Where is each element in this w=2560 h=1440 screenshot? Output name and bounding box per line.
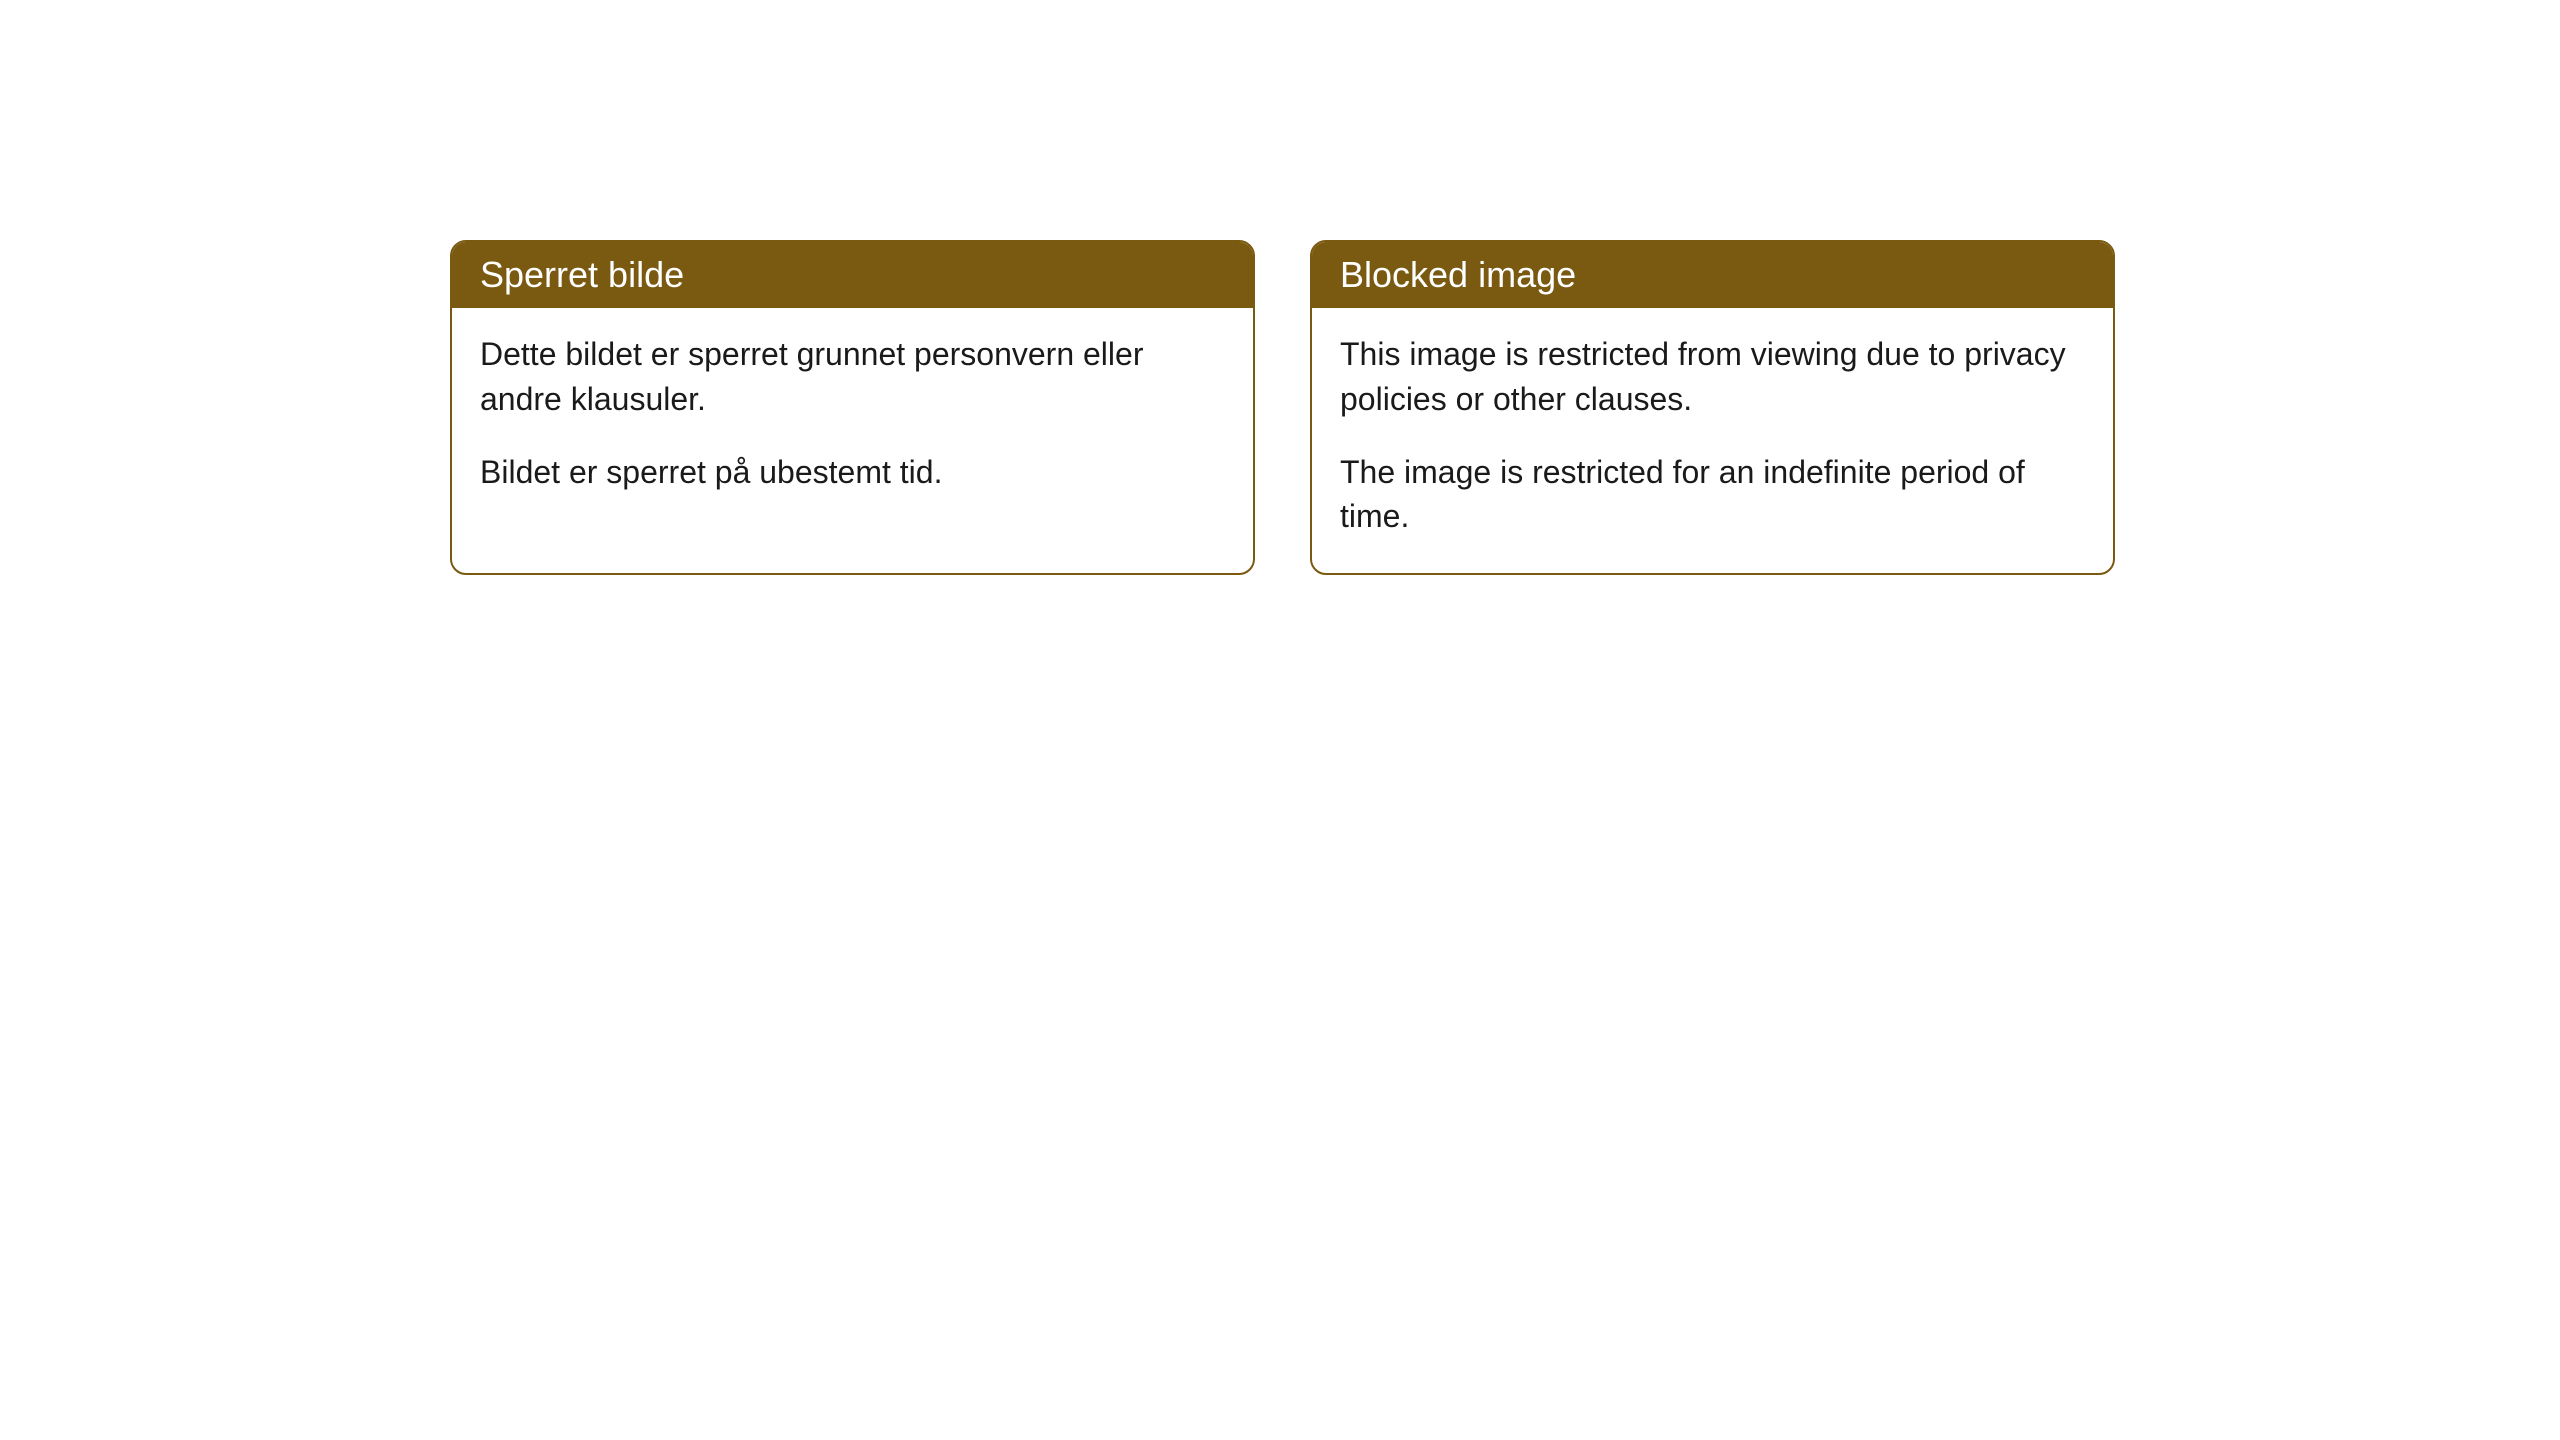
card-body: Dette bildet er sperret grunnet personve… bbox=[452, 308, 1253, 528]
notice-card-norwegian: Sperret bilde Dette bildet er sperret gr… bbox=[450, 240, 1255, 575]
notice-card-english: Blocked image This image is restricted f… bbox=[1310, 240, 2115, 575]
card-title: Blocked image bbox=[1340, 254, 1576, 295]
card-paragraph: The image is restricted for an indefinit… bbox=[1340, 450, 2085, 540]
card-paragraph: Bildet er sperret på ubestemt tid. bbox=[480, 450, 1225, 495]
card-paragraph: This image is restricted from viewing du… bbox=[1340, 332, 2085, 422]
card-body: This image is restricted from viewing du… bbox=[1312, 308, 2113, 573]
notice-cards-container: Sperret bilde Dette bildet er sperret gr… bbox=[450, 240, 2115, 575]
card-paragraph: Dette bildet er sperret grunnet personve… bbox=[480, 332, 1225, 422]
card-header: Sperret bilde bbox=[452, 242, 1253, 308]
card-header: Blocked image bbox=[1312, 242, 2113, 308]
card-title: Sperret bilde bbox=[480, 254, 684, 295]
